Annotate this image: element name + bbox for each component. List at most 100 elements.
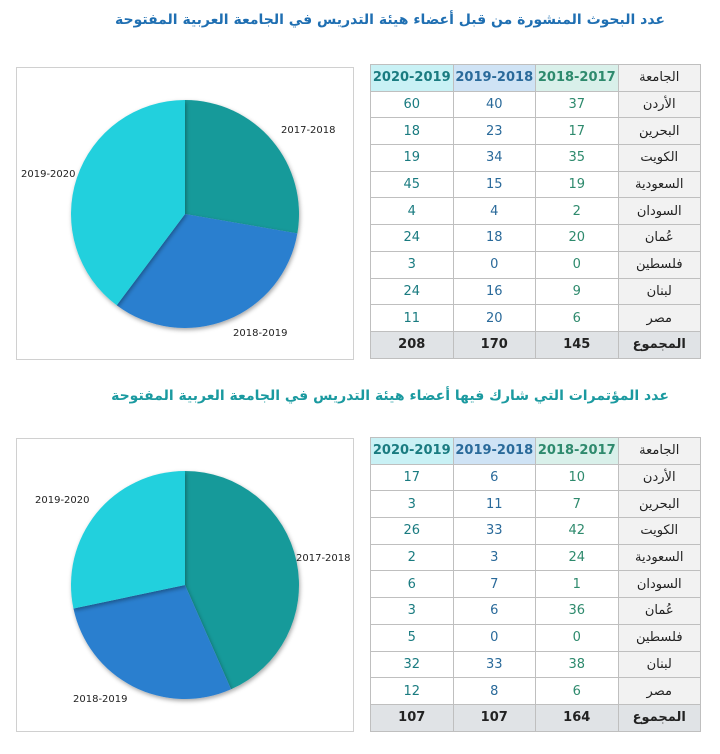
column-header: 2019-2018	[452, 437, 536, 465]
table-row: 60 40 37 الأردن	[370, 90, 701, 119]
row-label: عُمان	[617, 224, 701, 252]
table-cell: 24	[370, 277, 454, 306]
table-cell: 6	[535, 304, 619, 332]
pie-chart-conferences: 2017-2018 2018-2019 2019-2020	[16, 438, 354, 732]
row-label: لبنان	[617, 277, 701, 306]
table-row: 19 34 35 الكويت	[370, 144, 701, 172]
table-cell: 164	[535, 703, 619, 732]
total-row: 208 170 145 المجموع	[370, 330, 701, 359]
table-row: 12 8 6 مصر	[370, 677, 701, 705]
table-row: 24 18 20 عُمان	[370, 224, 701, 252]
table-cell: 6	[370, 570, 454, 599]
table-cell: 2	[370, 543, 454, 572]
table-cell: 35	[535, 144, 619, 172]
table-row: 3 0 0 فلسطين	[370, 250, 701, 279]
table-cell: 5	[370, 623, 454, 652]
table-cell: 6	[452, 463, 536, 492]
column-header: 2018-2017	[535, 64, 619, 92]
slice-label: 2018-2019	[73, 694, 128, 705]
row-label: فلسطين	[617, 250, 701, 279]
table-cell: 7	[452, 570, 536, 599]
table-row: 32 33 38 لبنان	[370, 650, 701, 679]
table-cell: 32	[370, 650, 454, 679]
table-cell: 33	[452, 517, 536, 545]
row-label: السودان	[617, 197, 701, 226]
table-cell: 24	[535, 543, 619, 572]
table-cell: 8	[452, 677, 536, 705]
row-label: السعودية	[617, 170, 701, 199]
table-row: 2 3 24 السعودية	[370, 543, 701, 572]
table-cell: 0	[452, 250, 536, 279]
table-cell: 3	[452, 543, 536, 572]
row-label: السودان	[617, 570, 701, 599]
row-label: الأردن	[617, 90, 701, 119]
column-header: 2018-2017	[535, 437, 619, 465]
row-label: البحرين	[617, 117, 701, 146]
row-label: البحرين	[617, 490, 701, 519]
column-header: الجامعة	[617, 437, 701, 465]
table-cell: 11	[452, 490, 536, 519]
row-label: مصر	[617, 677, 701, 705]
table-cell: 0	[535, 623, 619, 652]
row-label: الأردن	[617, 463, 701, 492]
table-cell: 23	[452, 117, 536, 146]
column-header: 2019-2018	[452, 64, 536, 92]
table-cell: 18	[370, 117, 454, 146]
table-cell: 16	[452, 277, 536, 306]
table-cell: 19	[370, 144, 454, 172]
table-cell: 33	[452, 650, 536, 679]
column-header: الجامعة	[617, 64, 701, 92]
table-cell: 12	[370, 677, 454, 705]
table-cell: 20	[452, 304, 536, 332]
column-header: 2020-2019	[370, 64, 454, 92]
table-cell: 26	[370, 517, 454, 545]
total-row: 107 107 164 المجموع	[370, 703, 701, 732]
slice-label: 2019-2020	[35, 495, 90, 506]
table-cell: 0	[535, 250, 619, 279]
table-cell: 17	[535, 117, 619, 146]
table-cell: 36	[535, 597, 619, 625]
table-cell: 40	[452, 90, 536, 119]
table-cell: 20	[535, 224, 619, 252]
table-cell: 3	[370, 250, 454, 279]
pie-slice-2017-2018	[185, 100, 299, 234]
table-row: 11 20 6 مصر	[370, 304, 701, 332]
column-header: 2020-2019	[370, 437, 454, 465]
table-cell: 60	[370, 90, 454, 119]
table-cell: 19	[535, 170, 619, 199]
table-row: 6 7 1 السودان	[370, 570, 701, 599]
table-cell: 42	[535, 517, 619, 545]
table-row: 5 0 0 فلسطين	[370, 623, 701, 652]
pie-chart-research: 2017-2018 2018-2019 2019-2020	[16, 67, 354, 360]
table-cell: 0	[452, 623, 536, 652]
table-cell: 4	[452, 197, 536, 226]
row-label: لبنان	[617, 650, 701, 679]
row-label: السعودية	[617, 543, 701, 572]
table-cell: 45	[370, 170, 454, 199]
conferences-table: 2020-2019 2019-2018 2018-2017 الجامعة 17 6 10 ا…	[370, 437, 701, 732]
pie-slice-2017-2018	[185, 471, 299, 690]
table-cell: 107	[370, 703, 454, 732]
table-cell: 11	[370, 304, 454, 332]
row-label: فلسطين	[617, 623, 701, 652]
table-cell: 18	[452, 224, 536, 252]
table-cell: 145	[535, 330, 619, 359]
table-cell: 3	[370, 490, 454, 519]
slice-label: 2017-2018	[296, 553, 351, 564]
table-cell: 4	[370, 197, 454, 226]
table-row: 26 33 42 الكويت	[370, 517, 701, 545]
table-cell: 2	[535, 197, 619, 226]
slice-label: 2019-2020	[21, 169, 76, 180]
table-row: 3 6 36 عُمان	[370, 597, 701, 625]
chart-title-conferences: عدد المؤتمرات التي شارك فيها أعضاء هيئة …	[111, 388, 669, 404]
table-cell: 10	[535, 463, 619, 492]
table-cell: 6	[535, 677, 619, 705]
table-cell: 38	[535, 650, 619, 679]
pie-slice-2018-2019	[116, 214, 298, 328]
table-row: 45 15 19 السعودية	[370, 170, 701, 199]
row-label: المجموع	[617, 703, 701, 732]
table-cell: 6	[452, 597, 536, 625]
row-label: الكويت	[617, 517, 701, 545]
table-cell: 208	[370, 330, 454, 359]
pie-slice-2019-2020	[71, 100, 185, 306]
